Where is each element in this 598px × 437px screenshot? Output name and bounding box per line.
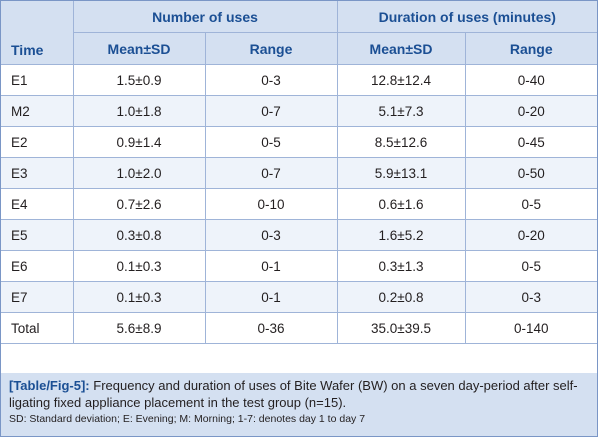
header-duration-of-uses: Duration of uses (minutes) [337,1,598,33]
cell-duration-mean: 0.6±1.6 [337,188,466,220]
table-row: E5 0.3±0.8 0-3 1.6±5.2 0-20 [1,219,598,251]
cell-number-mean: 0.9±1.4 [73,126,206,158]
table-body: E1 1.5±0.9 0-3 12.8±12.4 0-40 M2 1.0±1.8… [1,64,598,344]
subheader-number-range: Range [205,32,338,65]
cell-duration-mean: 35.0±39.5 [337,312,466,344]
cell-duration-range: 0-5 [465,250,598,282]
cell-duration-range: 0-40 [465,64,598,96]
cell-duration-range: 0-140 [465,312,598,344]
table-row: E7 0.1±0.3 0-1 0.2±0.8 0-3 [1,281,598,313]
cell-number-mean: 0.3±0.8 [73,219,206,251]
cell-duration-range: 0-50 [465,157,598,189]
table-header: Time Number of uses Duration of uses (mi… [1,1,598,65]
cell-time: E7 [1,281,74,313]
subheader-number-mean: Mean±SD [73,32,206,65]
cell-duration-mean: 0.3±1.3 [337,250,466,282]
caption-text: Frequency and duration of uses of Bite W… [9,378,578,410]
cell-number-range: 0-3 [205,219,338,251]
table-row: M2 1.0±1.8 0-7 5.1±7.3 0-20 [1,95,598,127]
cell-duration-mean: 5.9±13.1 [337,157,466,189]
table-row-total: Total 5.6±8.9 0-36 35.0±39.5 0-140 [1,312,598,344]
cell-time: E2 [1,126,74,158]
cell-duration-mean: 8.5±12.6 [337,126,466,158]
cell-number-range: 0-1 [205,250,338,282]
header-number-of-uses: Number of uses [73,1,338,33]
cell-duration-mean: 12.8±12.4 [337,64,466,96]
cell-number-mean: 5.6±8.9 [73,312,206,344]
table-row: E2 0.9±1.4 0-5 8.5±12.6 0-45 [1,126,598,158]
cell-time: E3 [1,157,74,189]
subheader-duration-mean: Mean±SD [337,32,466,65]
caption-footnote: SD: Standard deviation; E: Evening; M: M… [9,413,366,425]
cell-number-mean: 0.1±0.3 [73,281,206,313]
caption-main: [Table/Fig-5]: Frequency and duration of… [9,377,589,411]
table-row: E6 0.1±0.3 0-1 0.3±1.3 0-5 [1,250,598,282]
data-table: Time Number of uses Duration of uses (mi… [1,1,598,344]
cell-duration-mean: 0.2±0.8 [337,281,466,313]
cell-number-range: 0-1 [205,281,338,313]
cell-number-range: 0-3 [205,64,338,96]
table-caption: [Table/Fig-5]: Frequency and duration of… [1,373,597,436]
caption-tag: [Table/Fig-5]: [9,378,90,393]
table-row: E3 1.0±2.0 0-7 5.9±13.1 0-50 [1,157,598,189]
table-row: E1 1.5±0.9 0-3 12.8±12.4 0-40 [1,64,598,96]
cell-number-range: 0-7 [205,157,338,189]
cell-number-range: 0-7 [205,95,338,127]
cell-number-range: 0-36 [205,312,338,344]
cell-time: E5 [1,219,74,251]
cell-number-mean: 0.1±0.3 [73,250,206,282]
cell-time: E6 [1,250,74,282]
cell-number-mean: 0.7±2.6 [73,188,206,220]
cell-duration-range: 0-20 [465,219,598,251]
cell-number-mean: 1.0±1.8 [73,95,206,127]
cell-duration-mean: 5.1±7.3 [337,95,466,127]
cell-duration-range: 0-3 [465,281,598,313]
cell-duration-range: 0-5 [465,188,598,220]
cell-number-mean: 1.0±2.0 [73,157,206,189]
cell-time: E1 [1,64,74,96]
cell-time: E4 [1,188,74,220]
cell-time: M2 [1,95,74,127]
cell-number-range: 0-10 [205,188,338,220]
subheader-duration-range: Range [465,32,598,65]
cell-number-range: 0-5 [205,126,338,158]
header-time: Time [1,1,74,65]
cell-number-mean: 1.5±0.9 [73,64,206,96]
cell-duration-range: 0-20 [465,95,598,127]
cell-duration-range: 0-45 [465,126,598,158]
table-row: E4 0.7±2.6 0-10 0.6±1.6 0-5 [1,188,598,220]
cell-duration-mean: 1.6±5.2 [337,219,466,251]
cell-time: Total [1,312,74,344]
